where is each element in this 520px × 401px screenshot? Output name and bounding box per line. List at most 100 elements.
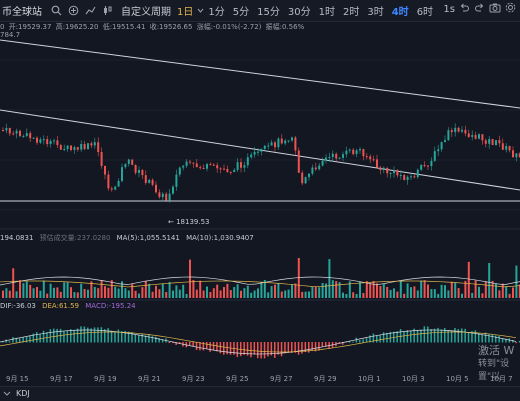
macd-bar (19, 338, 21, 343)
macd-bar (270, 342, 273, 356)
volume-bar (229, 290, 232, 298)
macd-bar (379, 335, 381, 343)
volume-bar (148, 283, 151, 298)
macd-bar (464, 328, 466, 343)
period-tab-30m[interactable]: 30分 (287, 7, 311, 18)
candle-body (124, 164, 127, 168)
custom-period-button[interactable]: 自定义周期 (121, 7, 171, 18)
candle-body (345, 150, 348, 155)
candle-body (42, 139, 45, 141)
volume-bar (246, 285, 249, 298)
volume-bar (325, 283, 327, 298)
volume-bar (335, 281, 338, 298)
period-tab-1h[interactable]: 1时 (318, 7, 335, 18)
period-tab-4h[interactable]: 4时 (391, 7, 409, 18)
volume-bar (83, 288, 86, 298)
macd-bar (226, 342, 228, 355)
volume-bar (110, 280, 113, 298)
period-tab-1m[interactable]: 1分 (208, 7, 225, 18)
candle-body (32, 137, 35, 139)
period-tab-6h[interactable]: 6时 (416, 7, 434, 18)
macd-bar (352, 341, 354, 343)
dif-line (0, 329, 517, 355)
macd-bar (161, 339, 164, 343)
volume-bar (467, 261, 470, 298)
candle-body (168, 193, 171, 201)
macd-bar (53, 328, 55, 343)
volume-bar (389, 289, 392, 298)
candle-body (359, 149, 361, 151)
compare-icon[interactable] (65, 2, 82, 19)
volume-bar (216, 284, 219, 298)
period-tab-5m[interactable]: 5分 (232, 7, 250, 18)
macd-layer (0, 326, 520, 359)
ma5-volume: MA(5):1,055.5141 (116, 234, 180, 242)
candle-body (90, 143, 93, 146)
macd-bar (308, 342, 310, 353)
candle-body (165, 193, 168, 201)
macd-bar (423, 326, 426, 343)
volume-bar (32, 288, 35, 298)
period-tab-2h[interactable]: 2时 (342, 7, 360, 18)
volume-bar (406, 283, 409, 298)
period-tab-15m[interactable]: 15分 (257, 7, 280, 18)
realtime-toggle[interactable]: 1s (443, 3, 455, 15)
kdj-label[interactable]: KDJ (16, 389, 30, 398)
trendline-lower (0, 109, 520, 191)
volume-bar (420, 280, 423, 298)
candle-body (515, 153, 518, 158)
volume-bar (321, 282, 324, 298)
volume-bar (301, 291, 304, 298)
macd-bar (287, 342, 290, 353)
candle-body (467, 133, 470, 137)
grid-lines (0, 59, 520, 211)
settings-icon[interactable] (505, 2, 516, 16)
indicator-icon[interactable] (82, 2, 99, 19)
volume-bar (253, 290, 256, 298)
period-select[interactable]: 1日 (177, 7, 194, 18)
macd-bar (359, 340, 361, 343)
macd-bar (32, 333, 35, 343)
volume-bar (114, 286, 117, 298)
volume-bar (386, 286, 389, 298)
volume-bar (304, 291, 307, 298)
macd-bar (413, 328, 415, 343)
candle-body (447, 130, 450, 141)
volume-bar (393, 288, 395, 298)
macd-bar (158, 338, 160, 343)
candle-body (175, 174, 178, 187)
candle-body (280, 138, 283, 144)
macd-bar (22, 337, 24, 343)
macd-bar (467, 332, 470, 343)
candle-body (19, 130, 21, 137)
activation-watermark-sub: 转到"设置"以 (478, 359, 510, 382)
volume-bar (5, 288, 8, 298)
candlestick-chart[interactable]: ← 18139.53 9月 15 9月 17 9月 19 9月 21 9月 23 9月 2… (0, 0, 520, 386)
macd-bar (461, 328, 463, 343)
macd-bar (199, 342, 201, 351)
candle-body (22, 135, 25, 137)
macd-bar (39, 334, 41, 343)
volume-bar (454, 282, 457, 298)
macd-bar (518, 340, 520, 343)
volume-bar (12, 268, 15, 298)
candle-body (178, 167, 181, 175)
search-icon[interactable] (48, 2, 65, 19)
candle-body (63, 149, 66, 151)
volume-bar (178, 289, 181, 298)
volume-bar (236, 284, 239, 298)
candle-body (226, 168, 229, 172)
candle-type-icon[interactable] (99, 2, 116, 19)
redo-icon[interactable] (474, 2, 485, 16)
chevron-down-icon[interactable] (196, 2, 204, 19)
kdj-chevron-icon[interactable] (3, 389, 11, 399)
undo-icon[interactable] (459, 2, 470, 16)
volume-bar (209, 291, 212, 298)
camera-icon[interactable] (489, 2, 501, 16)
macd-bar (104, 329, 106, 343)
candle-body (478, 134, 480, 139)
volume-bar (444, 285, 446, 298)
period-tab-3h[interactable]: 3时 (367, 7, 384, 18)
macd-bar (386, 332, 388, 343)
candle-body (495, 140, 497, 145)
